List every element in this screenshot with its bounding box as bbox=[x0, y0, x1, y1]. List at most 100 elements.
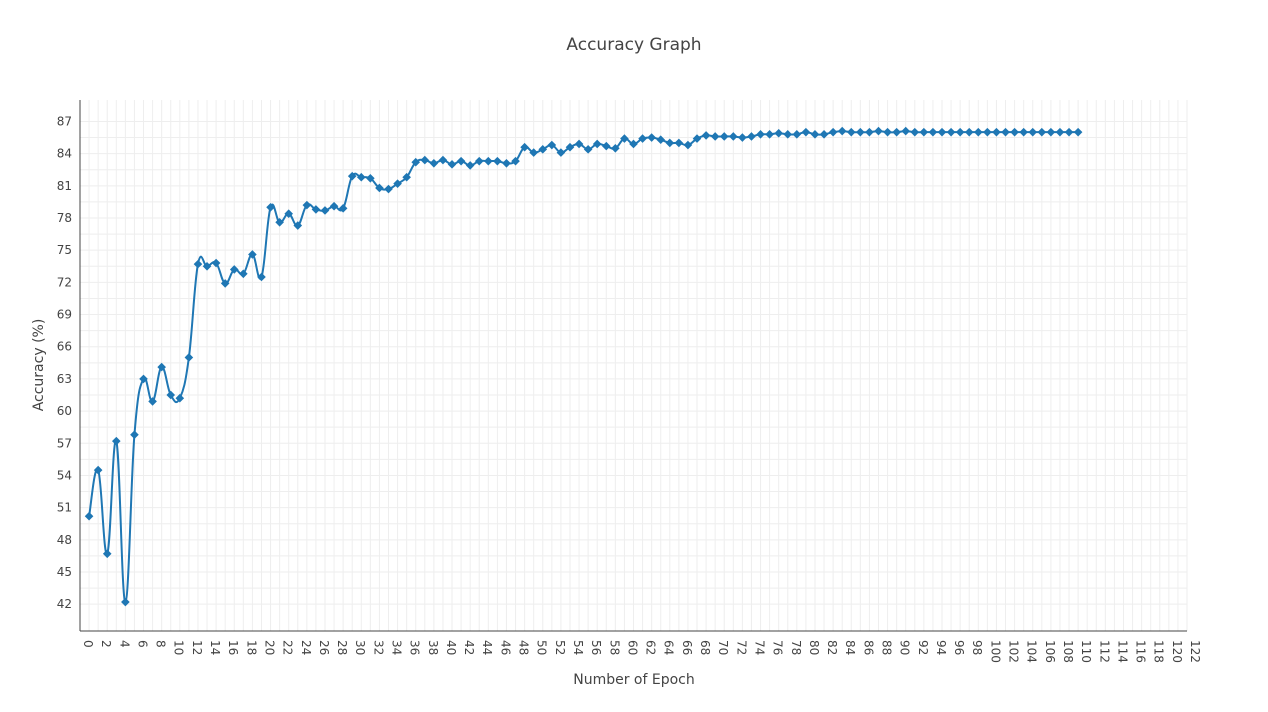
x-tick-label: 104 bbox=[1025, 640, 1039, 663]
data-point bbox=[411, 157, 421, 167]
x-tick-label: 0 bbox=[81, 640, 95, 648]
x-tick-label: 68 bbox=[698, 640, 712, 655]
data-point bbox=[275, 217, 284, 227]
data-point bbox=[157, 362, 166, 372]
x-tick-label: 50 bbox=[535, 640, 549, 655]
y-tick-label: 45 bbox=[57, 565, 72, 579]
data-point bbox=[883, 127, 892, 137]
data-point bbox=[347, 171, 357, 181]
x-tick-label: 14 bbox=[208, 640, 222, 655]
data-point bbox=[665, 138, 675, 148]
y-tick-label: 84 bbox=[57, 147, 72, 161]
x-tick-label: 66 bbox=[680, 640, 694, 655]
x-tick-label: 20 bbox=[262, 640, 276, 655]
x-tick-label: 76 bbox=[771, 640, 785, 655]
x-tick-label: 74 bbox=[752, 640, 766, 655]
x-tick-label: 108 bbox=[1061, 640, 1075, 663]
x-tick-label: 16 bbox=[226, 640, 240, 655]
y-tick-label: 75 bbox=[57, 243, 72, 257]
data-point bbox=[384, 184, 393, 194]
data-point bbox=[747, 132, 756, 141]
data-point bbox=[719, 132, 729, 141]
data-point bbox=[819, 130, 829, 139]
y-tick-label: 66 bbox=[57, 340, 72, 354]
x-tick-label: 56 bbox=[589, 640, 603, 655]
data-point bbox=[828, 127, 838, 137]
data-point bbox=[520, 142, 529, 152]
data-point bbox=[946, 127, 956, 137]
data-point bbox=[810, 130, 820, 139]
data-point bbox=[955, 127, 965, 137]
y-tick-label: 87 bbox=[57, 114, 72, 128]
x-tick-label: 54 bbox=[571, 640, 585, 655]
data-point bbox=[611, 143, 620, 153]
x-tick-label: 18 bbox=[244, 640, 258, 655]
data-point bbox=[937, 127, 947, 137]
data-point bbox=[438, 155, 448, 165]
x-tick-label: 72 bbox=[734, 640, 748, 655]
x-tick-label: 122 bbox=[1188, 640, 1202, 663]
y-tick-label: 48 bbox=[57, 533, 72, 547]
data-point bbox=[692, 134, 702, 143]
data-point bbox=[1019, 127, 1028, 137]
data-point bbox=[629, 139, 638, 149]
data-point bbox=[756, 130, 765, 139]
x-tick-label: 46 bbox=[498, 640, 512, 655]
data-point bbox=[1001, 127, 1010, 137]
x-tick-label: 90 bbox=[898, 640, 912, 655]
data-point bbox=[393, 179, 402, 188]
data-point bbox=[601, 141, 611, 151]
x-tick-label: 80 bbox=[807, 640, 821, 655]
data-point bbox=[202, 261, 212, 271]
y-tick-label: 78 bbox=[57, 211, 72, 225]
x-tick-label: 42 bbox=[462, 640, 476, 655]
data-point bbox=[565, 142, 575, 152]
data-point bbox=[93, 465, 103, 475]
x-tick-label: 40 bbox=[444, 640, 458, 655]
data-point bbox=[320, 206, 330, 215]
x-tick-labels: 0 2 4 6 8 10 12 14 16 18 20 22 24 26 28 30 32 34 36 38 40 42 4… bbox=[81, 640, 1202, 663]
data-point bbox=[1037, 127, 1047, 137]
data-point bbox=[175, 393, 185, 403]
series-accuracy bbox=[84, 126, 1083, 607]
data-point bbox=[874, 126, 883, 136]
data-point bbox=[538, 145, 548, 154]
x-tick-label: 106 bbox=[1043, 640, 1057, 663]
data-point bbox=[583, 145, 593, 154]
data-point bbox=[139, 374, 148, 384]
data-point bbox=[474, 156, 484, 166]
data-point bbox=[556, 148, 566, 157]
data-point bbox=[148, 397, 157, 406]
data-point bbox=[592, 139, 602, 149]
data-point bbox=[656, 135, 666, 144]
data-point bbox=[302, 200, 312, 210]
x-axis-title: Number of Epoch bbox=[573, 672, 695, 688]
y-tick-labels: 42 45 48 51 54 57 60 63 66 69 72 75 78 81 84 87 bbox=[57, 114, 72, 611]
data-point bbox=[356, 172, 366, 182]
data-point bbox=[1073, 127, 1083, 137]
data-point bbox=[638, 134, 647, 143]
data-point bbox=[493, 156, 502, 166]
x-tick-label: 26 bbox=[317, 640, 331, 655]
data-point bbox=[837, 126, 847, 136]
x-tick-label: 60 bbox=[625, 640, 639, 655]
data-point bbox=[329, 201, 339, 211]
data-point bbox=[801, 127, 811, 137]
data-point bbox=[402, 172, 411, 182]
data-point bbox=[502, 158, 511, 168]
data-point bbox=[429, 158, 439, 168]
data-point bbox=[992, 127, 1001, 137]
x-tick-label: 44 bbox=[480, 640, 494, 655]
data-point bbox=[420, 155, 430, 165]
data-point bbox=[774, 128, 783, 138]
data-point bbox=[1064, 127, 1074, 137]
x-tick-label: 32 bbox=[371, 640, 385, 655]
grid bbox=[79, 100, 1188, 631]
x-tick-label: 22 bbox=[281, 640, 295, 655]
data-point bbox=[130, 430, 139, 439]
x-tick-label: 8 bbox=[154, 640, 168, 648]
x-tick-label: 82 bbox=[825, 640, 839, 655]
data-point bbox=[765, 130, 774, 139]
y-tick-label: 57 bbox=[57, 436, 72, 450]
